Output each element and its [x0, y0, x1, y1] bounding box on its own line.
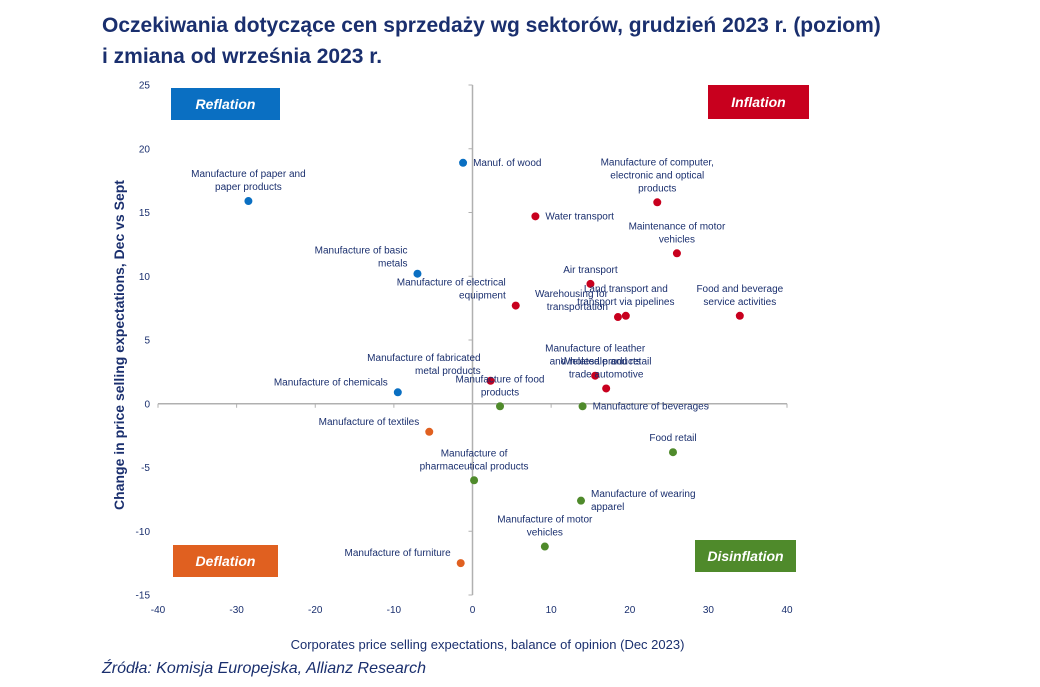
- quadrant-label-reflation: Reflation: [196, 96, 256, 112]
- scatter-point: [577, 496, 586, 505]
- quadrant-box-inflation: [708, 85, 809, 119]
- scatter-point: [456, 559, 465, 568]
- point-label: metal products: [415, 366, 481, 377]
- scatter-point: [621, 311, 630, 320]
- x-tick-label: 0: [470, 605, 476, 616]
- point-label: Maintenance of motor: [629, 221, 726, 232]
- point-label: Manuf. of wood: [473, 158, 541, 169]
- scatter-point: [735, 311, 744, 320]
- y-tick-label: -5: [141, 463, 150, 474]
- point-label: Food and beverage: [696, 284, 783, 295]
- x-tick-label: -10: [387, 605, 402, 616]
- point-label: Manufacture of beverages: [593, 401, 709, 412]
- point-label: Manufacture of furniture: [345, 548, 452, 559]
- y-tick-label: -15: [136, 591, 151, 602]
- quadrant-box-reflation: [171, 88, 280, 120]
- y-axis-title: Change in price selling expectations, De…: [111, 180, 127, 510]
- scatter-point: [591, 371, 600, 380]
- point-label: pharmaceutical products: [420, 461, 529, 472]
- scatter-point: [425, 427, 434, 436]
- point-label: metals: [378, 259, 407, 270]
- x-tick-label: 20: [624, 605, 636, 616]
- y-tick-label: 5: [144, 336, 150, 347]
- point-label: trade automotive: [569, 369, 644, 380]
- point-label: Manufacture of wearing: [591, 489, 696, 500]
- y-tick-label: 20: [139, 144, 151, 155]
- chart-title-line-2: i zmiana od września 2023 r.: [102, 45, 383, 68]
- point-label: Manufacture of electrical: [397, 278, 506, 289]
- x-axis-title: Corporates price selling expectations, b…: [291, 637, 685, 652]
- quadrant-label-inflation: Inflation: [731, 94, 785, 110]
- y-tick-label: 25: [139, 81, 151, 92]
- scatter-point: [393, 388, 402, 397]
- point-label: transport via pipelines: [577, 297, 674, 308]
- y-tick-label: 0: [144, 399, 150, 410]
- scatter-point: [672, 249, 681, 258]
- point-label: Manufacture of leather: [545, 344, 646, 355]
- point-label: Manufacture of textiles: [319, 417, 420, 428]
- point-label: electronic and optical: [610, 170, 704, 181]
- x-tick-label: -30: [229, 605, 244, 616]
- scatter-point: [668, 448, 677, 457]
- quadrant-label-disinflation: Disinflation: [707, 548, 783, 564]
- x-tick-label: -20: [308, 605, 323, 616]
- point-label: vehicles: [659, 234, 695, 245]
- point-label: Wholesale and retail: [561, 356, 652, 367]
- point-label: paper products: [215, 182, 282, 193]
- scatter-point: [602, 384, 611, 393]
- x-tick-label: 10: [546, 605, 558, 616]
- scatter-point: [459, 158, 468, 167]
- scatter-point: [586, 279, 595, 288]
- scatter-point: [496, 402, 505, 411]
- point-label: service activities: [703, 297, 776, 308]
- point-label: and related products: [550, 357, 641, 368]
- source-note: Źródła: Komisja Europejska, Allianz Rese…: [102, 660, 426, 677]
- y-tick-label: -10: [136, 527, 151, 538]
- scatter-point: [511, 301, 520, 310]
- scatter-point: [613, 313, 622, 322]
- point-label: Air transport: [563, 265, 618, 276]
- point-label: Manufacture of computer,: [601, 157, 714, 168]
- scatter-point: [244, 197, 253, 206]
- point-label: Manufacture of food: [456, 374, 545, 385]
- point-label: Manufacture of fabricated: [367, 353, 480, 364]
- point-label: transportation: [547, 302, 608, 313]
- scatter-point: [531, 212, 540, 221]
- chart-title: Oczekiwania dotyczące cen sprzedaży wg s…: [102, 10, 1002, 72]
- scatter-point: [653, 198, 662, 207]
- scatter-point: [578, 402, 587, 411]
- point-label: products: [481, 387, 519, 398]
- x-tick-label: 40: [781, 605, 793, 616]
- point-label: Food retail: [649, 433, 696, 444]
- point-label: Manufacture of chemicals: [274, 377, 388, 388]
- quadrant-label-deflation: Deflation: [196, 553, 256, 569]
- point-label: apparel: [591, 502, 624, 513]
- y-tick-label: 10: [139, 272, 151, 283]
- point-label: Manufacture of: [441, 448, 508, 459]
- x-tick-label: 30: [703, 605, 715, 616]
- point-label: Land transport and: [584, 284, 668, 295]
- point-label: Warehousing for: [535, 289, 609, 300]
- scatter-point: [540, 542, 549, 551]
- point-label: Manufacture of motor: [497, 515, 593, 526]
- scatter-point: [470, 476, 479, 485]
- y-tick-label: 15: [139, 208, 151, 219]
- point-label: products: [638, 183, 676, 194]
- scatter-point: [413, 269, 422, 278]
- point-label: Water transport: [545, 211, 614, 222]
- x-tick-label: -40: [151, 605, 166, 616]
- point-label: Manufacture of paper and: [191, 169, 306, 180]
- point-label: equipment: [459, 291, 506, 302]
- scatter-point: [486, 376, 495, 385]
- point-label: vehicles: [527, 528, 563, 539]
- quadrant-box-deflation: [173, 545, 278, 577]
- point-label: Manufacture of basic: [315, 246, 408, 257]
- chart-title-line-1: Oczekiwania dotyczące cen sprzedaży wg s…: [102, 14, 881, 37]
- quadrant-box-disinflation: [695, 540, 796, 572]
